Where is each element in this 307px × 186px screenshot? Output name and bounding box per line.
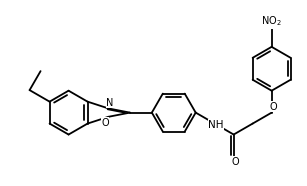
Text: O: O bbox=[101, 118, 109, 128]
Text: O: O bbox=[231, 157, 239, 167]
Text: NO$_2$: NO$_2$ bbox=[261, 15, 282, 28]
Text: NH: NH bbox=[208, 120, 223, 130]
Text: N: N bbox=[107, 98, 114, 108]
Text: O: O bbox=[270, 102, 277, 112]
